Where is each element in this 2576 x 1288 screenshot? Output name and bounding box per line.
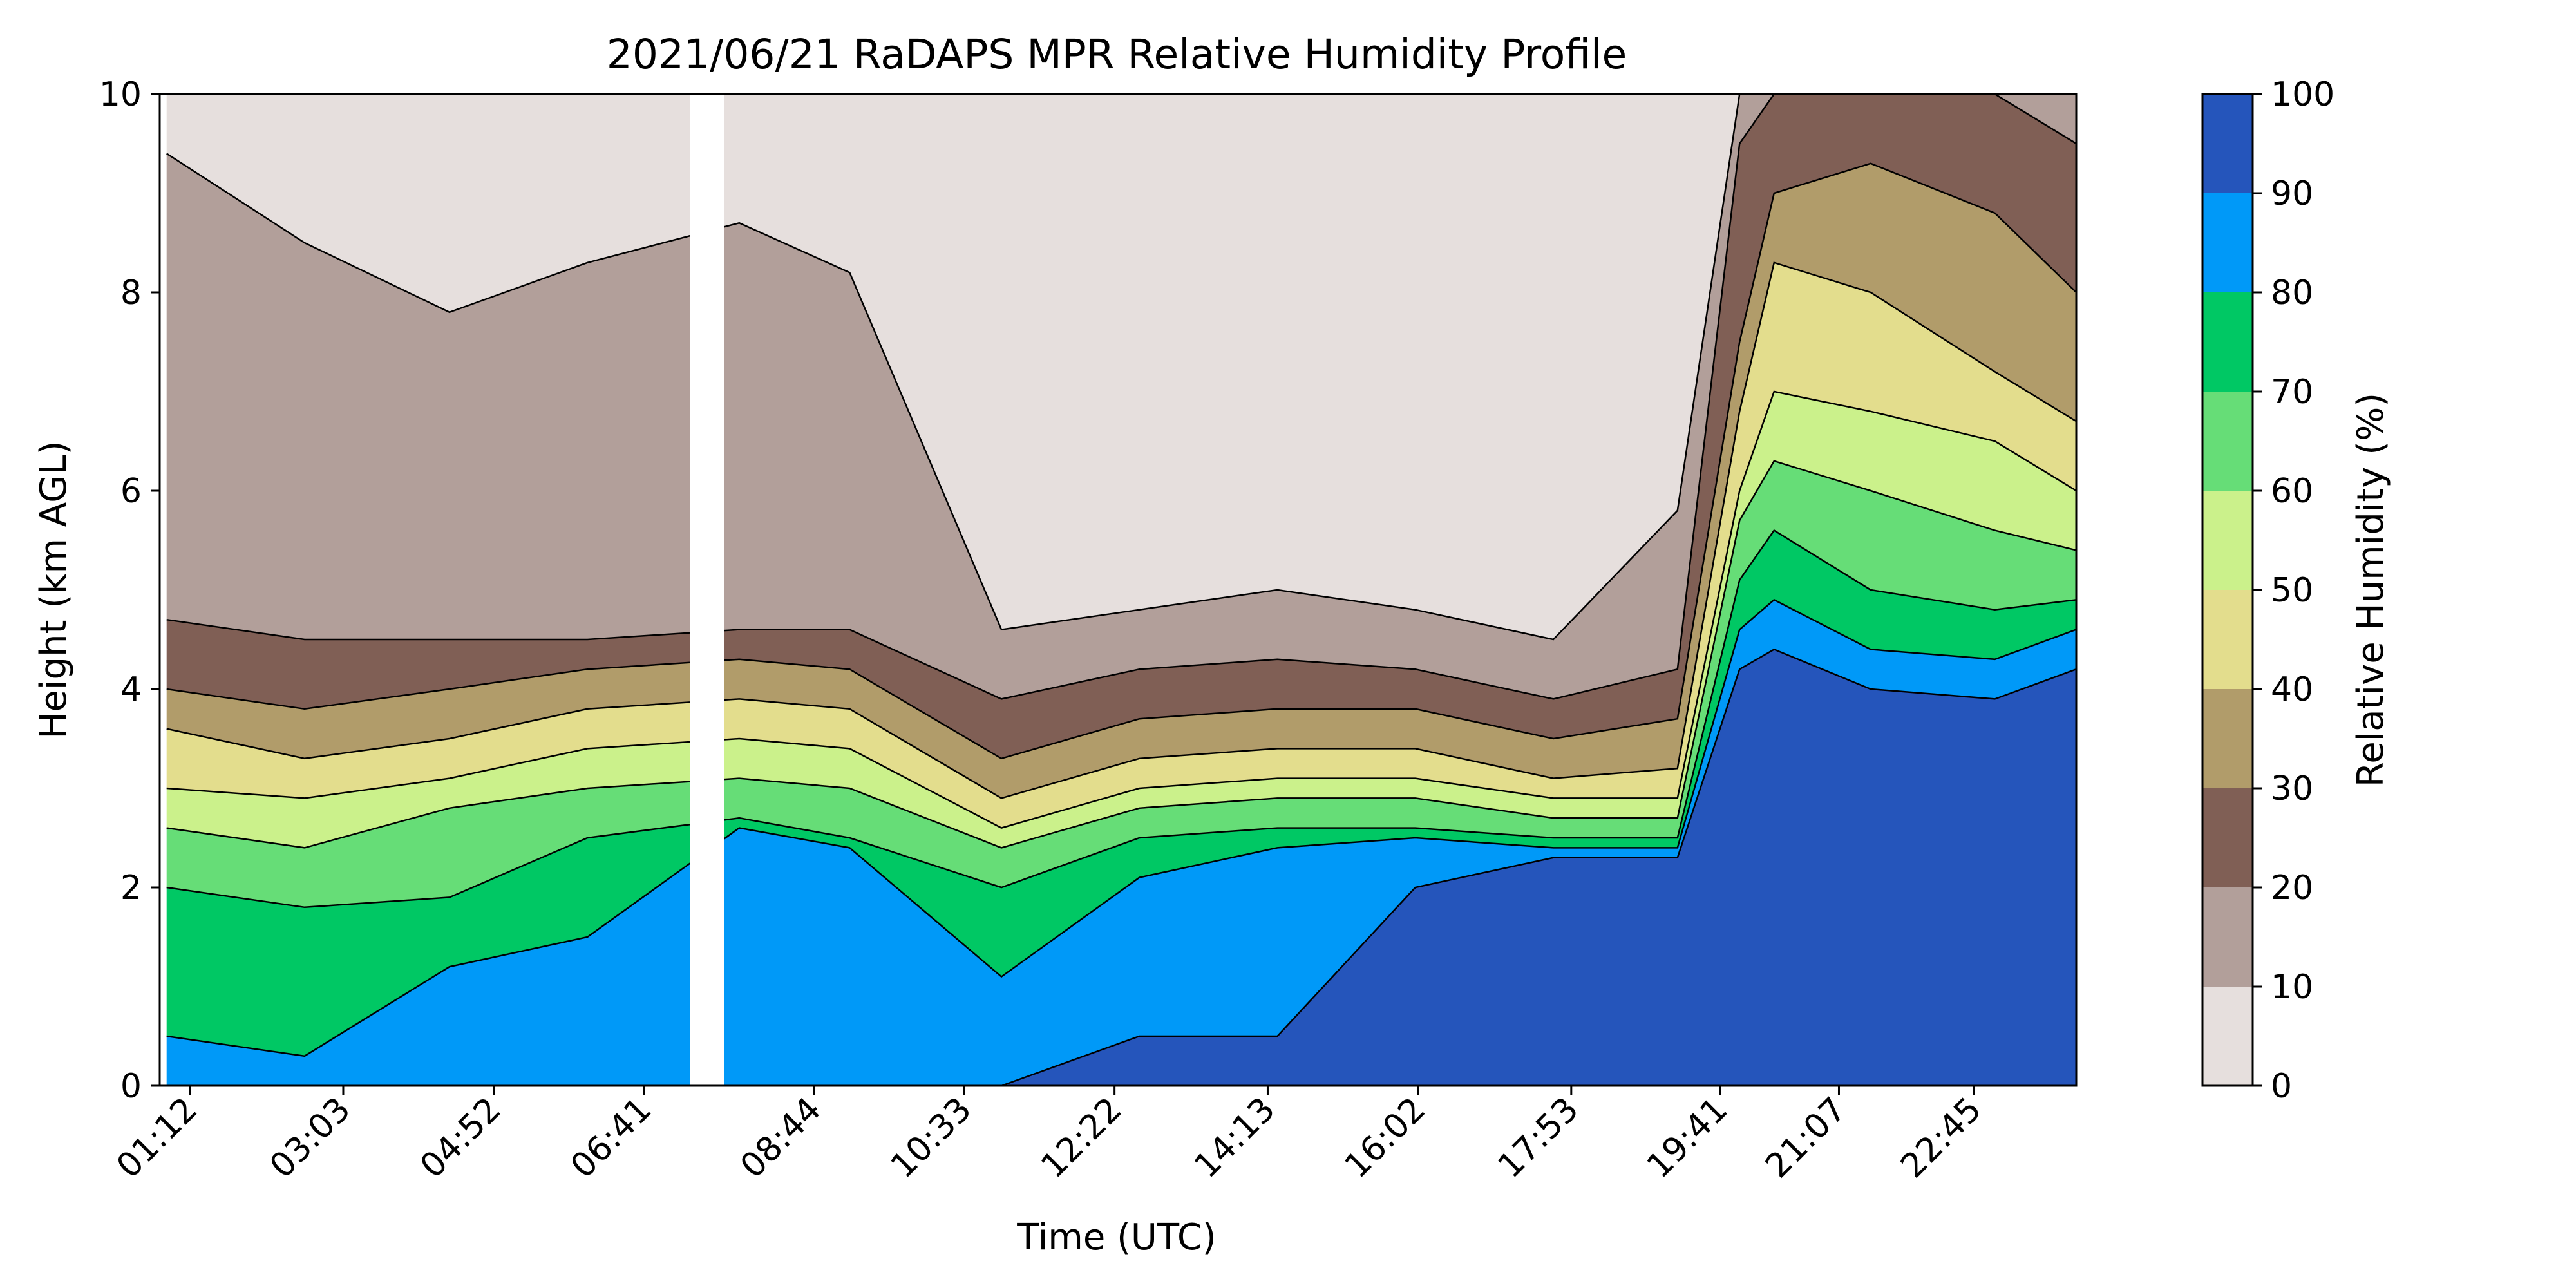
colorbar-tick-label: 40	[2271, 670, 2313, 709]
colorbar-tick-label: 0	[2271, 1067, 2292, 1106]
colorbar-tick-label: 10	[2271, 968, 2313, 1007]
colorbar-tick-label: 100	[2271, 75, 2334, 114]
x-axis-label: Time (UTC)	[1016, 1217, 1217, 1258]
contour-line-rh-90	[166, 649, 2076, 1086]
rh-band-70-80	[166, 530, 2076, 1056]
y-tick-label: 0	[120, 1067, 142, 1106]
contour-line-rh-10	[166, 94, 2076, 641]
contour-line-rh-70	[166, 529, 2076, 909]
chart-title: 2021/06/21 RaDAPS MPR Relative Humidity …	[607, 31, 1627, 78]
colorbar-swatch-80-90	[2202, 193, 2253, 292]
colorbar-swatch-50-60	[2202, 491, 2253, 590]
rh-band-90-100	[166, 649, 2076, 1086]
colorbar-swatch-10-20	[2202, 887, 2253, 987]
colorbar-swatch-0-10	[2202, 987, 2253, 1086]
colorbar-label: Relative Humidity (%)	[2350, 393, 2392, 787]
contour-line-rh-20	[166, 94, 2076, 700]
x-tick-label: 16:02	[1338, 1090, 1433, 1186]
y-axis: 0 2 4 6 8 10	[99, 75, 160, 1106]
data-gap	[690, 94, 724, 1086]
colorbar-swatch-20-30	[2202, 788, 2253, 887]
rh-band-60-70	[166, 460, 2076, 907]
rh-band-50-60	[166, 392, 2076, 848]
y-tick-label: 10	[99, 75, 142, 114]
x-tick-label: 03:03	[263, 1090, 358, 1186]
colorbar-swatch-90-100	[2202, 94, 2253, 193]
x-tick-label: 10:33	[884, 1090, 979, 1186]
y-tick-label: 6	[120, 472, 142, 511]
contour-line-rh-50	[166, 390, 2076, 829]
y-axis-label: Height (km AGL)	[33, 440, 75, 739]
rh-band-40-50	[166, 262, 2076, 828]
contour-line-rh-40	[166, 261, 2076, 799]
colorbar-swatch-70-80	[2202, 292, 2253, 392]
rh-band-10-20	[166, 94, 2076, 699]
colorbar	[2201, 93, 2254, 1087]
x-tick-label: 19:41	[1640, 1090, 1735, 1186]
plot-frame	[158, 93, 2078, 1087]
contour-line-rh-60	[166, 460, 2076, 849]
x-tick-label: 08:44	[733, 1090, 828, 1186]
colorbar-swatch-60-70	[2202, 392, 2253, 491]
x-tick-label: 06:41	[564, 1090, 659, 1186]
x-axis: 01:12 03:03 04:52 06:41 08:44 10:33 12:22 14:13…	[109, 1086, 1989, 1186]
colorbar-swatch-30-40	[2202, 689, 2253, 788]
contour-line-rh-30	[166, 162, 2076, 760]
rh-band-30-40	[166, 163, 2076, 799]
plot-area	[158, 93, 2078, 1087]
x-tick-label: 12:22	[1034, 1090, 1129, 1186]
colorbar-tick-label: 70	[2271, 373, 2313, 412]
contour-line-rh-80	[166, 598, 2076, 1057]
colorbar-tick-label: 80	[2271, 274, 2313, 312]
colorbar-tick-label: 90	[2271, 175, 2313, 213]
contour-bands	[166, 94, 2076, 1086]
rh-band-0-10	[166, 94, 2076, 639]
rh-band-80-90	[166, 600, 2076, 1086]
colorbar-swatch-40-50	[2202, 590, 2253, 689]
rh-band-20-30	[166, 94, 2076, 759]
colorbar-tick-label: 20	[2271, 869, 2313, 907]
x-tick-label: 22:45	[1893, 1090, 1989, 1186]
x-tick-label: 21:07	[1758, 1090, 1853, 1186]
x-tick-label: 17:53	[1491, 1090, 1586, 1186]
y-tick-label: 4	[120, 670, 142, 709]
y-tick-label: 2	[120, 869, 142, 907]
y-tick-label: 8	[120, 274, 142, 312]
colorbar-tick-label: 30	[2271, 770, 2313, 808]
colorbar-ticks: 0 10 20 30 40 50 60 70 80 90 100	[2253, 75, 2334, 1106]
x-tick-label: 14:13	[1187, 1090, 1282, 1186]
contour-lines	[166, 94, 2076, 1086]
x-tick-label: 04:52	[413, 1090, 508, 1186]
colorbar-tick-label: 60	[2271, 472, 2313, 511]
colorbar-tick-label: 50	[2271, 571, 2313, 610]
